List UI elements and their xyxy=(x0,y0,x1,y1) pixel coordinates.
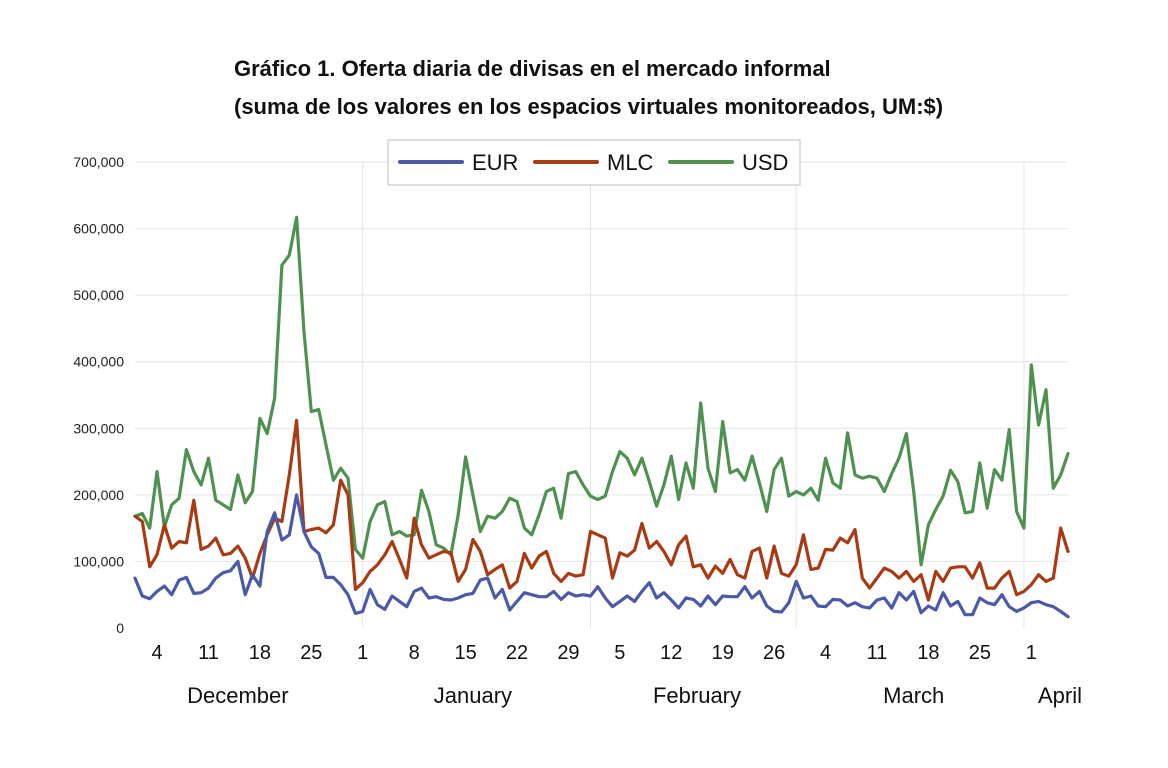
x-tick-label: 22 xyxy=(506,642,528,664)
x-tick-label: 29 xyxy=(557,642,579,664)
y-tick-label: 400,000 xyxy=(73,354,124,370)
legend-label-usd: USD xyxy=(742,150,788,175)
series-line-eur xyxy=(133,493,1070,619)
x-tick-label: 18 xyxy=(917,642,939,664)
x-tick-label: 4 xyxy=(151,642,162,664)
x-tick-label: 25 xyxy=(300,642,322,664)
month-label: March xyxy=(883,683,944,708)
x-tick-label: 19 xyxy=(712,642,734,664)
chart-subtitle: (suma de los valores en los espacios vir… xyxy=(234,94,944,119)
y-tick-label: 600,000 xyxy=(73,221,124,237)
series-lines xyxy=(133,215,1070,619)
month-label: January xyxy=(434,683,512,708)
month-labels: December January February March April xyxy=(187,683,1082,708)
x-tick-label: 12 xyxy=(660,642,682,664)
x-tick-label: 15 xyxy=(454,642,476,664)
series-line-mlc xyxy=(133,418,1070,602)
x-tick-label: 1 xyxy=(357,642,368,664)
y-tick-label: 500,000 xyxy=(73,287,124,303)
legend: EUR MLC USD xyxy=(387,139,801,186)
month-label: February xyxy=(653,683,741,708)
x-tick-label: 11 xyxy=(198,642,219,664)
chart-title: Gráfico 1. Oferta diaria de divisas en e… xyxy=(234,56,831,81)
legend-label-eur: EUR xyxy=(472,150,518,175)
y-tick-label: 300,000 xyxy=(73,420,124,436)
y-tick-label: 100,000 xyxy=(73,553,124,569)
month-label: April xyxy=(1038,683,1082,708)
x-tick-label: 11 xyxy=(867,642,888,664)
x-axis-ticks: 4 11 18 25 1 8 15 22 29 5 12 19 26 4 11 18 25 1 xyxy=(151,642,1036,664)
x-tick-label: 4 xyxy=(820,642,831,664)
x-tick-label: 25 xyxy=(969,642,991,664)
month-label: December xyxy=(187,683,288,708)
y-axis-ticks: 0 100,000 200,000 300,000 400,000 500,000 600,… xyxy=(73,154,124,636)
y-tick-label: 200,000 xyxy=(73,487,124,503)
series-line-usd xyxy=(133,215,1070,567)
x-tick-label: 1 xyxy=(1026,642,1037,664)
x-tick-label: 8 xyxy=(409,642,420,664)
x-tick-label: 26 xyxy=(763,642,785,664)
x-tick-label: 5 xyxy=(614,642,625,664)
y-tick-label: 0 xyxy=(116,620,124,636)
y-tick-label: 700,000 xyxy=(73,154,124,170)
x-tick-label: 18 xyxy=(249,642,271,664)
legend-label-mlc: MLC xyxy=(607,150,654,175)
